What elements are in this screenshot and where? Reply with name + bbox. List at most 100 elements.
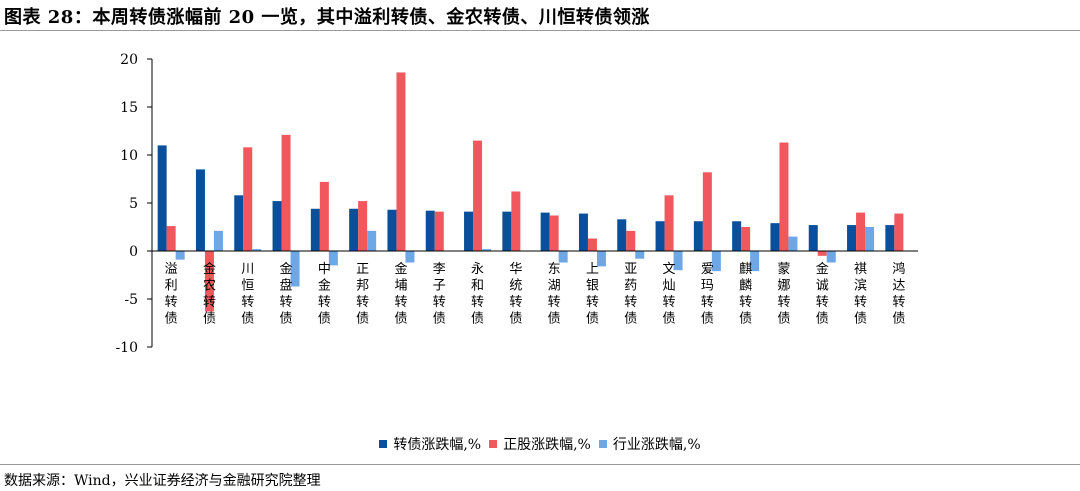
bar-convertible bbox=[425, 210, 435, 251]
category-label-char: 转 bbox=[586, 295, 599, 310]
category-label-char: 华 bbox=[509, 262, 522, 277]
bar-convertible bbox=[693, 221, 703, 251]
bar-convertible bbox=[732, 221, 742, 251]
bar-stock bbox=[626, 230, 636, 251]
category-label-char: 中 bbox=[318, 262, 331, 277]
category-label: 金农转债 bbox=[203, 261, 216, 327]
category-label-char: 转 bbox=[318, 295, 331, 310]
category-label-char: 转 bbox=[892, 295, 905, 310]
bar-stock bbox=[473, 140, 483, 251]
category-label-char: 债 bbox=[892, 312, 905, 327]
bar-stock bbox=[281, 134, 291, 251]
bar-stock bbox=[204, 251, 214, 312]
bar-stock bbox=[664, 195, 674, 251]
bar-industry bbox=[673, 251, 683, 271]
bar-industry bbox=[252, 249, 262, 251]
bar-convertible bbox=[502, 211, 512, 251]
bar-convertible bbox=[617, 219, 627, 251]
bar-stock bbox=[166, 226, 176, 251]
category-label-char: 东 bbox=[548, 262, 561, 277]
bar-industry bbox=[711, 251, 721, 272]
category-label-char: 债 bbox=[280, 312, 293, 327]
bar-stock bbox=[856, 212, 866, 251]
category-label-char: 正 bbox=[356, 262, 369, 277]
category-label-char: 祺 bbox=[854, 262, 867, 277]
legend-label: 行业涨跌幅,% bbox=[612, 437, 701, 453]
category-label-char: 债 bbox=[624, 312, 637, 327]
bar-stock bbox=[894, 213, 904, 251]
category-label-char: 债 bbox=[165, 312, 178, 327]
bar-convertible bbox=[157, 145, 167, 251]
bar-stock bbox=[319, 181, 329, 251]
category-label-char: 埔 bbox=[394, 279, 407, 294]
bar-convertible bbox=[578, 213, 588, 251]
category-label-char: 金 bbox=[203, 261, 216, 277]
bar-industry bbox=[865, 227, 875, 251]
bar-convertible bbox=[234, 195, 244, 251]
bar-convertible bbox=[847, 225, 857, 251]
legend-swatch bbox=[379, 440, 388, 448]
y-axis: 20 15 10 5 0 -5 -10 bbox=[115, 52, 153, 356]
category-label-char: 金 bbox=[280, 261, 293, 277]
category-label-char: 统 bbox=[509, 279, 522, 294]
bar-industry bbox=[290, 251, 300, 287]
category-label-char: 债 bbox=[509, 312, 522, 327]
bar-convertible bbox=[770, 223, 780, 251]
bar-stock bbox=[817, 251, 827, 256]
category-label-char: 利 bbox=[165, 279, 178, 294]
bar-convertible bbox=[655, 221, 665, 251]
category-label-char: 李 bbox=[433, 262, 446, 277]
category-label-char: 湖 bbox=[548, 279, 561, 294]
bar-industry bbox=[558, 251, 568, 263]
bar-stock bbox=[511, 191, 521, 251]
category-label-char: 债 bbox=[394, 312, 407, 327]
bar-industry bbox=[175, 251, 185, 260]
category-label-char: 金 bbox=[394, 261, 407, 277]
category-label-char: 转 bbox=[165, 295, 178, 310]
legend-item: 行业涨跌幅,% bbox=[598, 434, 701, 454]
y-tick-label: -10 bbox=[115, 340, 138, 356]
category-label-char: 债 bbox=[356, 312, 369, 327]
category-label-char: 上 bbox=[586, 262, 599, 277]
legend-swatch bbox=[598, 440, 607, 448]
category-label-char: 娜 bbox=[777, 279, 790, 294]
category-label-char: 债 bbox=[203, 312, 216, 327]
category-label-char: 盘 bbox=[280, 278, 293, 294]
legend-label: 正股涨跌幅,% bbox=[503, 437, 591, 453]
category-label-char: 转 bbox=[701, 295, 714, 310]
bar-stock bbox=[779, 142, 789, 251]
category-label-char: 债 bbox=[318, 312, 331, 327]
category-label-char: 债 bbox=[586, 312, 599, 327]
title-divider bbox=[0, 30, 1080, 31]
category-label-char: 恒 bbox=[241, 279, 254, 294]
category-label-char: 银 bbox=[586, 279, 599, 294]
bar-convertible bbox=[387, 209, 397, 251]
bar-industry bbox=[596, 251, 606, 267]
bar-industry bbox=[213, 230, 223, 251]
category-label-char: 转 bbox=[854, 295, 867, 310]
bar-stock bbox=[702, 172, 712, 251]
category-label-char: 债 bbox=[739, 312, 752, 327]
y-tick-label: 15 bbox=[120, 100, 138, 116]
source-note: 数据来源：Wind，兴业证券经济与金融研究院整理 bbox=[4, 473, 321, 489]
bar-convertible bbox=[349, 208, 359, 251]
category-label-char: 子 bbox=[433, 279, 446, 294]
category-label-char: 农 bbox=[203, 279, 216, 294]
bar-industry bbox=[405, 251, 415, 263]
bar-stock bbox=[549, 215, 559, 251]
bar-industry bbox=[328, 251, 338, 266]
category-label-char: 转 bbox=[280, 295, 293, 310]
category-label-char: 债 bbox=[854, 312, 867, 327]
category-label-char: 转 bbox=[816, 295, 829, 310]
y-tick-label: 10 bbox=[120, 148, 138, 164]
category-label-char: 债 bbox=[816, 312, 829, 327]
category-label-char: 转 bbox=[241, 295, 254, 310]
